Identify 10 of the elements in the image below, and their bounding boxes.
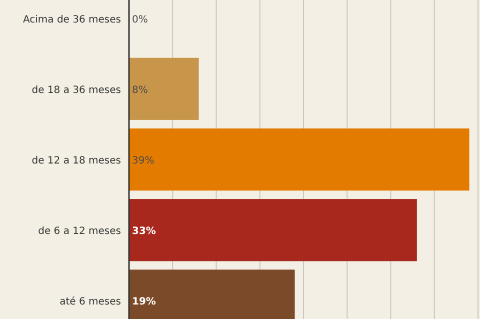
data-label: 39% bbox=[132, 156, 154, 166]
y-tick-label: de 18 a 36 meses bbox=[32, 84, 121, 96]
data-label: 8% bbox=[132, 84, 148, 96]
data-label: 0% bbox=[132, 14, 148, 26]
y-tick-label: Acima de 36 meses bbox=[22, 14, 121, 26]
data-label: 19% bbox=[132, 296, 156, 308]
y-tick-label: de 6 a 12 meses bbox=[38, 226, 121, 238]
y-tick-label: até 6 meses bbox=[60, 296, 121, 308]
y-tick-label: de 12 a 18 meses bbox=[32, 156, 121, 166]
data-label: 33% bbox=[132, 226, 156, 238]
